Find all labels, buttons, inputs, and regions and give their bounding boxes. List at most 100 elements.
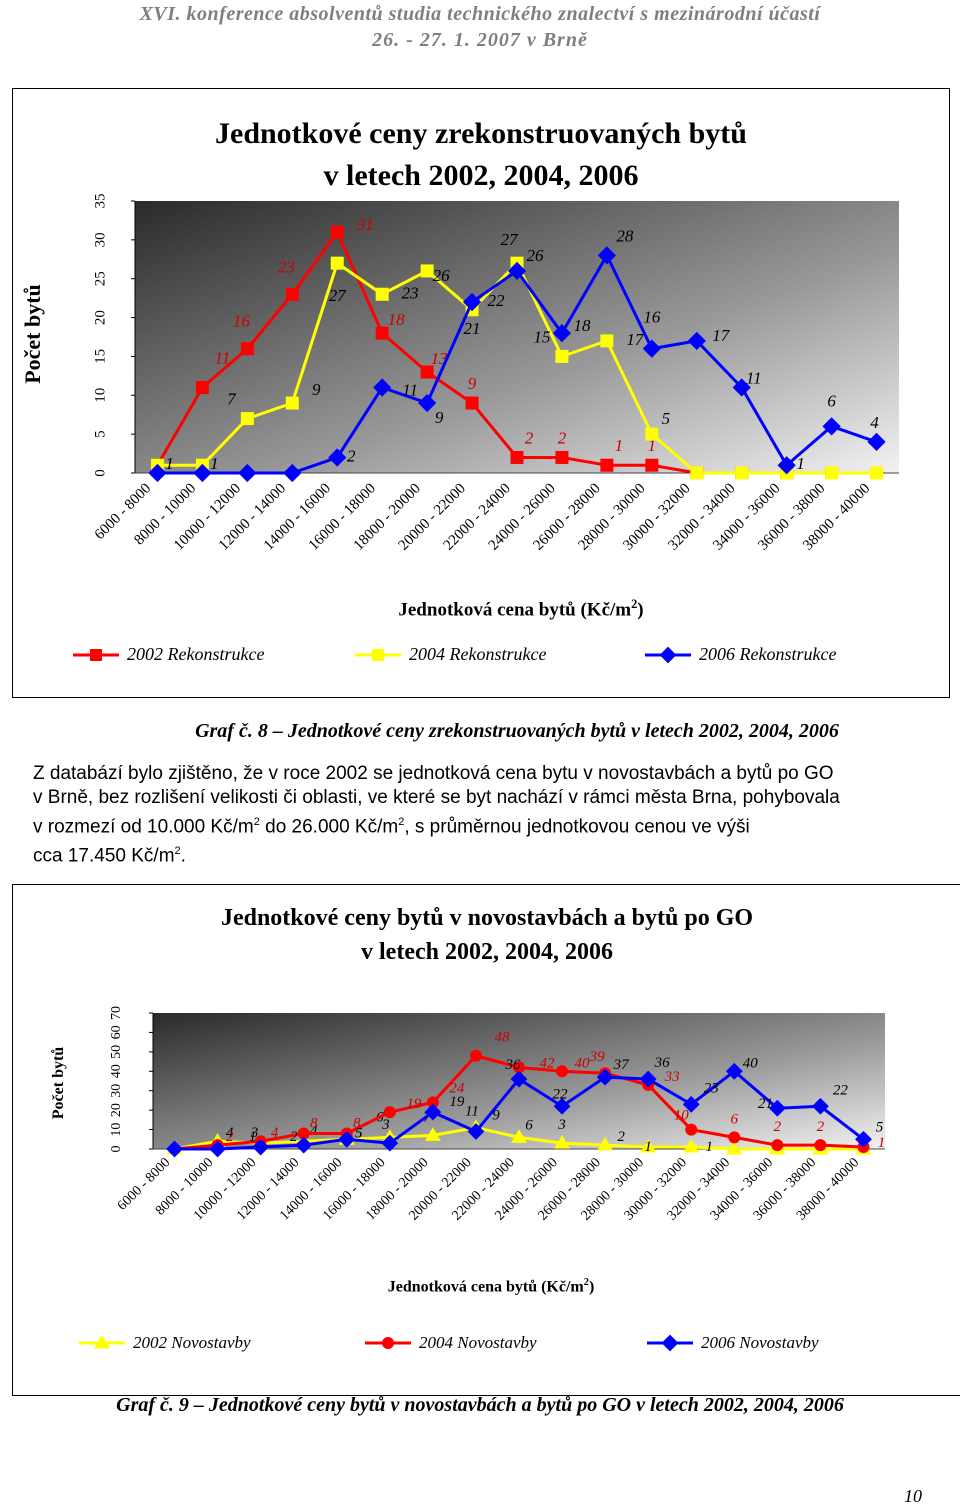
y-tick-label: 0	[109, 1146, 124, 1153]
data-point-marker	[645, 427, 659, 441]
x-axis-label-text-end: )	[637, 599, 644, 621]
chart-1-x-axis-label: Jednotková cena bytů (Kč/m2)	[13, 597, 960, 621]
data-point-marker	[283, 463, 302, 483]
y-tick-label: 35	[92, 194, 108, 209]
paragraph-line-4: cca 17.450 Kč/m2.	[33, 839, 955, 868]
data-label: 23	[402, 283, 419, 302]
y-tick-label: 0	[92, 469, 108, 477]
chart-1-legend: 2002 Rekonstrukce 2004 Rekonstrukce 2006 R…	[13, 644, 949, 674]
data-label: 2	[617, 1129, 625, 1145]
data-label: 2	[558, 428, 567, 447]
data-point-marker	[555, 450, 569, 464]
data-point-marker	[424, 1127, 441, 1141]
data-label: 31	[356, 215, 374, 234]
data-label: 6	[827, 391, 836, 410]
data-label: 5	[355, 1125, 363, 1141]
data-label: 23	[704, 1080, 719, 1096]
data-label: 9	[312, 380, 321, 399]
data-point-marker	[597, 246, 616, 265]
data-point-marker	[420, 365, 434, 379]
data-point-marker	[375, 287, 389, 301]
data-label: 24	[449, 1080, 465, 1096]
data-label: 21	[464, 319, 481, 338]
superscript-2: 2	[253, 816, 260, 828]
data-point-marker	[553, 1097, 571, 1115]
data-point-marker	[510, 1129, 528, 1143]
data-label: 2	[525, 428, 534, 447]
chart-2-title-line-2: v letech 2002, 2004, 2006	[361, 939, 613, 965]
data-label: 5	[355, 1125, 363, 1141]
figure-2-caption: Graf č. 9 – Jednotkové ceny bytů v novos…	[116, 1394, 844, 1416]
y-tick-label: 20	[92, 310, 108, 325]
x-axis-label-text-end: )	[588, 1278, 595, 1296]
data-label: 36	[505, 1057, 522, 1073]
data-label: 5	[876, 1119, 884, 1135]
data-point-marker	[597, 1136, 614, 1151]
data-label: 19	[406, 1096, 422, 1112]
legend-marker	[661, 1334, 679, 1352]
data-label: 2	[226, 1129, 234, 1145]
data-point-marker	[148, 463, 167, 483]
legend-label: 2002 Novostavby	[133, 1333, 251, 1352]
data-point-marker	[687, 331, 706, 350]
y-tick-label: 60	[109, 1025, 124, 1039]
data-point-marker	[682, 1095, 700, 1113]
header-line-2: 26. - 27. 1. 2007 v Brně	[372, 29, 588, 51]
data-label: 27	[329, 286, 348, 305]
data-point-marker	[640, 1138, 657, 1153]
chart-1-title: Jednotkové ceny zrekonstruovaných bytů v…	[13, 113, 949, 197]
data-label: 8	[310, 1115, 318, 1131]
body-paragraph: Z databází bylo zjištěno, že v roce 2002…	[33, 762, 955, 869]
data-label: 26	[433, 266, 451, 285]
data-point-marker	[193, 463, 212, 483]
data-point-marker	[870, 466, 884, 480]
page-number: 10	[904, 1486, 922, 1506]
data-point-marker	[507, 261, 527, 281]
data-label: 2	[774, 1119, 782, 1135]
data-point-marker	[375, 326, 389, 340]
data-label: 9	[435, 408, 444, 427]
legend-swatch	[647, 1334, 693, 1352]
superscript-2: 2	[583, 1277, 589, 1288]
data-label: 1	[705, 1139, 713, 1155]
data-point-marker	[600, 334, 614, 348]
data-point-marker	[510, 1070, 528, 1088]
data-point-marker	[285, 287, 299, 301]
legend-marker	[93, 1334, 111, 1349]
y-tick-label: 70	[109, 1006, 124, 1020]
data-label: 1	[796, 454, 805, 473]
data-point-marker	[685, 1123, 698, 1136]
data-label: 2	[290, 1129, 298, 1145]
y-tick-label: 25	[92, 271, 108, 286]
legend-swatch	[645, 646, 691, 663]
superscript-2: 2	[174, 845, 181, 858]
data-point-marker	[373, 378, 392, 397]
data-point-marker	[814, 1139, 827, 1152]
chart-2-frame: Jednotkové ceny bytů v novostavbách a by…	[12, 884, 960, 1396]
data-point-marker	[728, 1131, 741, 1144]
data-label: 18	[388, 310, 406, 329]
data-label: 17	[626, 330, 645, 349]
data-point-marker	[295, 1136, 313, 1154]
data-label: 17	[712, 326, 731, 345]
y-tick-label: 40	[109, 1064, 124, 1078]
y-tick-label: 15	[92, 349, 108, 364]
data-label: 28	[616, 226, 634, 245]
data-point-marker	[812, 1097, 829, 1115]
data-point-marker	[725, 1062, 743, 1080]
data-point-marker	[732, 378, 751, 397]
data-label: 9	[468, 374, 477, 393]
y-tick-label: 5	[92, 430, 108, 438]
data-label: 4	[870, 413, 879, 432]
paragraph-line-4-part-c: .	[180, 845, 186, 867]
data-point-marker	[771, 1139, 784, 1152]
data-point-marker	[328, 448, 347, 467]
legend-swatch	[365, 1337, 411, 1349]
data-point-marker	[556, 1065, 569, 1078]
data-point-marker	[690, 466, 704, 480]
data-point-marker	[825, 466, 839, 480]
data-point-marker	[424, 1103, 442, 1121]
header-line-1: XVI. konference absolventů studia techni…	[139, 3, 821, 25]
